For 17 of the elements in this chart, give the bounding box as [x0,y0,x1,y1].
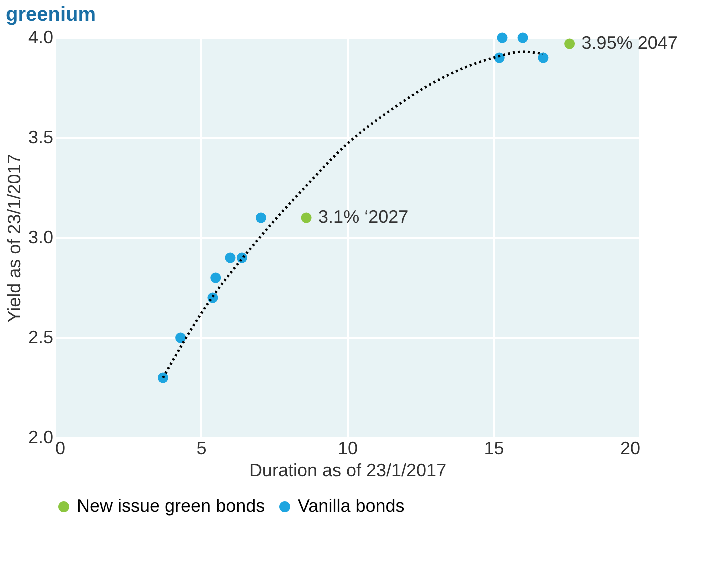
y-tick-label: 4.0 [28,28,54,48]
chart-title: greenium [6,4,96,26]
x-tick-label: 15 [484,438,504,458]
y-tick-label: 2.5 [28,328,54,348]
y-tick-label: 3.0 [28,228,54,248]
y-tick-label: 2.0 [28,428,54,448]
legend-label: New issue green bonds [77,496,266,516]
annotation: 3.1% ‘2027 [318,207,409,227]
x-tick-label: 0 [56,438,66,458]
y-axis-title: Yield as of 23/1/2017 [4,154,24,323]
legend-label: Vanilla bonds [298,496,405,516]
y-tick-label: 3.5 [28,128,54,148]
x-axis-title: Duration as of 23/1/2017 [249,460,447,480]
x-tick-label: 10 [338,438,358,458]
x-tick-label: 20 [620,438,640,458]
x-tick-label: 5 [196,438,207,458]
annotation: 3.95% 2047 [582,33,678,53]
